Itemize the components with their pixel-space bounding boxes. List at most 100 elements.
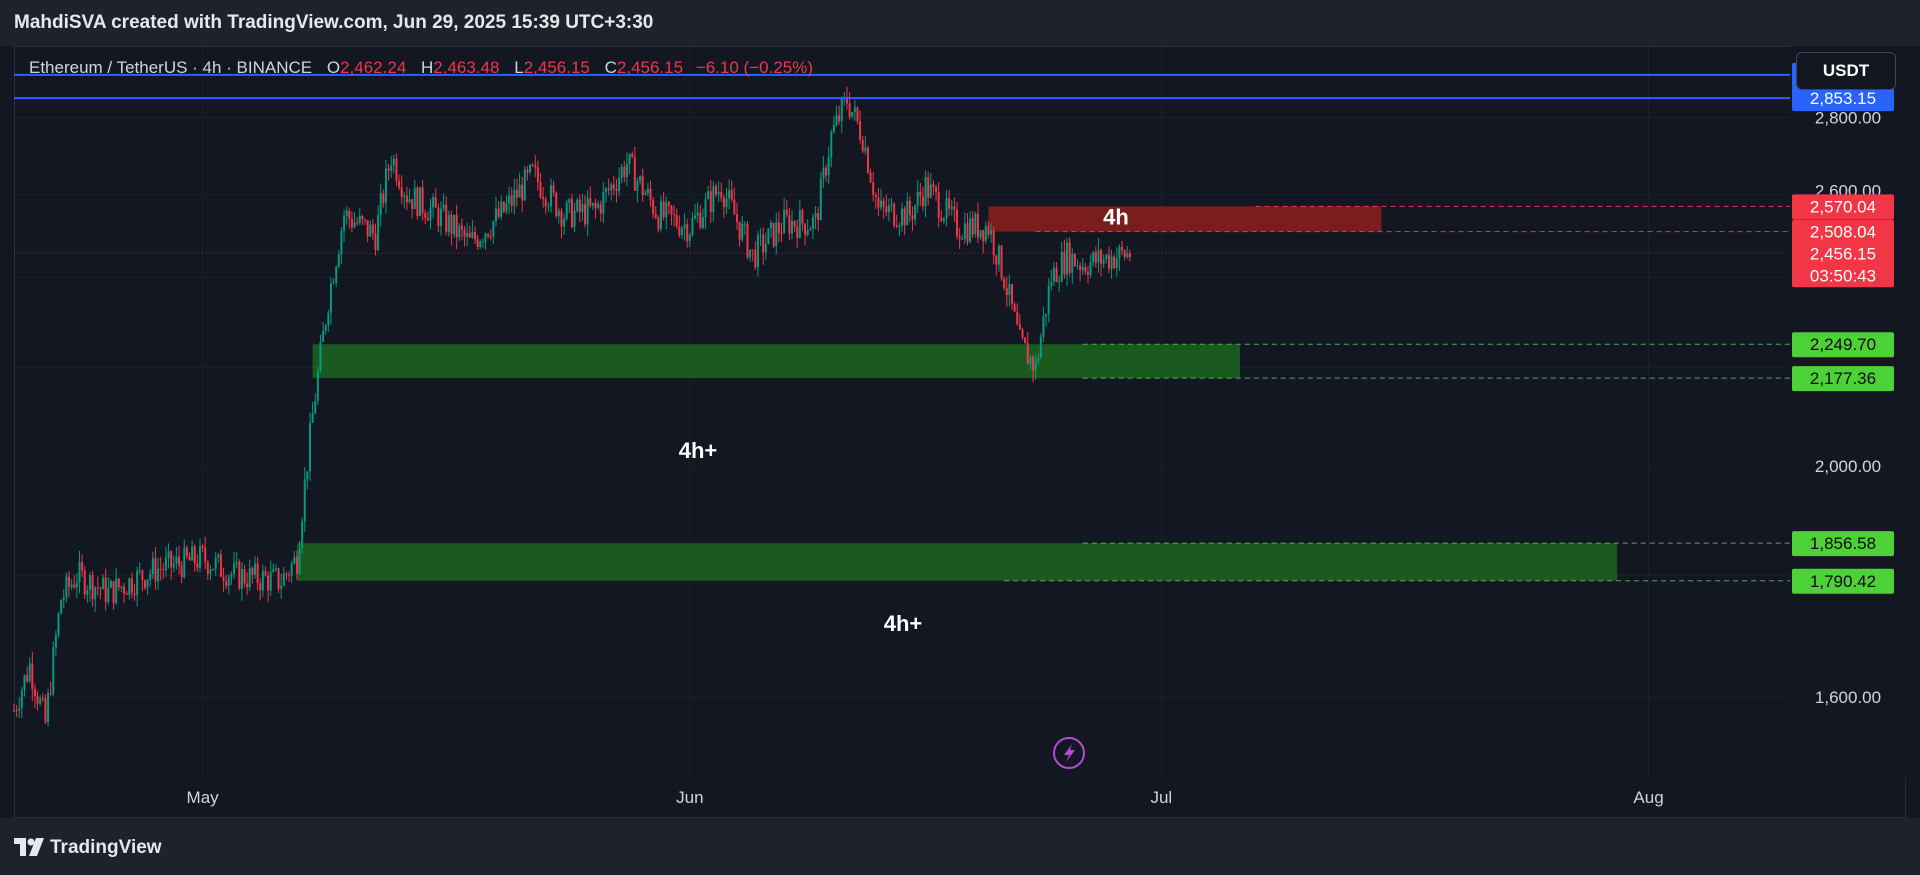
candle-body	[738, 221, 741, 240]
candle-body	[984, 226, 987, 242]
candle-body	[919, 191, 922, 197]
lightning-icon[interactable]	[1053, 737, 1085, 769]
candle-body	[1068, 242, 1071, 273]
open-value: 2,462.24	[340, 58, 407, 77]
candle-body	[796, 226, 799, 238]
candle-body	[874, 194, 877, 198]
candle-body	[364, 219, 367, 221]
candle-body	[1034, 360, 1037, 371]
candle-body	[115, 578, 118, 604]
candle-body	[707, 191, 710, 200]
candle-body	[264, 571, 267, 576]
candle-body	[798, 210, 801, 238]
candle-body	[1026, 343, 1029, 365]
candle-body	[549, 185, 552, 207]
candle-body	[343, 215, 346, 231]
candle-body	[128, 578, 131, 595]
candle-body	[288, 574, 291, 576]
candle-body	[1060, 251, 1063, 282]
chart-frame[interactable]	[14, 46, 1906, 818]
candle-body	[170, 551, 173, 568]
candle-body	[175, 556, 178, 564]
close-label: C	[604, 58, 617, 77]
price-axis-bg	[1790, 46, 1906, 778]
currency-button[interactable]: USDT	[1796, 52, 1896, 90]
candle-body	[267, 575, 270, 591]
candle-body	[607, 188, 610, 191]
candle-body	[568, 199, 571, 203]
candle-body	[1031, 357, 1034, 371]
zone-top-badge-bg	[1792, 531, 1894, 557]
candle-body	[81, 562, 84, 571]
candle-body	[966, 223, 969, 242]
candle-body	[468, 233, 471, 238]
candle-body	[555, 192, 558, 217]
candle-body	[1076, 265, 1079, 267]
candle-body	[500, 201, 503, 217]
candle-body	[33, 688, 36, 697]
candle-body	[233, 563, 236, 575]
candle-body	[990, 230, 993, 235]
candle-body	[890, 203, 893, 206]
candle-body	[39, 698, 42, 704]
candle-body	[392, 158, 395, 166]
candle-body	[474, 231, 477, 240]
candle-body	[460, 225, 463, 230]
candle-body	[248, 568, 251, 588]
candle-body	[822, 167, 825, 179]
candle-body	[227, 577, 230, 586]
candle-body	[1118, 246, 1121, 259]
candle-body	[178, 556, 181, 566]
candle-body	[628, 153, 631, 164]
candle-body	[311, 413, 314, 423]
candle-body	[206, 562, 209, 574]
candle-body	[715, 186, 718, 195]
candle-body	[610, 184, 613, 191]
candle-body	[269, 571, 272, 591]
candle-body	[319, 341, 322, 372]
symbol-label[interactable]: Ethereum / TetherUS · 4h · BINANCE	[29, 58, 313, 77]
candle-body	[670, 205, 673, 215]
candle-body	[99, 588, 102, 590]
candle-body	[743, 223, 746, 225]
candle-body	[584, 203, 587, 225]
zone-top-badge-bg	[1792, 332, 1894, 358]
candle-body	[180, 565, 183, 578]
candle-body	[974, 213, 977, 235]
candle-body	[463, 229, 466, 237]
candle-body	[911, 215, 914, 220]
candle-body	[877, 197, 880, 208]
candle-body	[390, 165, 393, 171]
candle-body	[384, 168, 387, 203]
candle-body	[222, 576, 225, 582]
candle-body	[539, 182, 542, 198]
zone-bottom-badge: 2,177.36	[1810, 369, 1876, 388]
candle-body	[1016, 311, 1019, 325]
candle-body	[515, 189, 518, 198]
candle-body	[599, 204, 602, 214]
zone-label: 4h+	[884, 611, 923, 636]
candle-body	[52, 647, 55, 694]
candle-body	[612, 184, 615, 189]
candle-body	[536, 167, 539, 183]
candle-body	[667, 202, 670, 206]
change-value: −6.10 (−0.25%)	[695, 58, 814, 77]
candle-body	[117, 578, 120, 588]
candle-body	[570, 199, 573, 227]
candle-body	[458, 225, 461, 237]
candle-body	[806, 230, 809, 235]
candle-body	[361, 215, 364, 220]
candle-body	[298, 548, 301, 574]
candle-body	[1081, 266, 1084, 271]
zone-bottom-badge-bg	[1792, 219, 1894, 245]
candle-body	[578, 199, 581, 213]
candle-body	[398, 180, 401, 188]
candle-body	[691, 218, 694, 235]
candle-body	[125, 593, 128, 595]
candle-body	[835, 115, 838, 125]
candle-body	[848, 103, 851, 117]
candle-body	[70, 584, 73, 587]
candle-body	[379, 193, 382, 216]
candle-body	[924, 177, 927, 207]
